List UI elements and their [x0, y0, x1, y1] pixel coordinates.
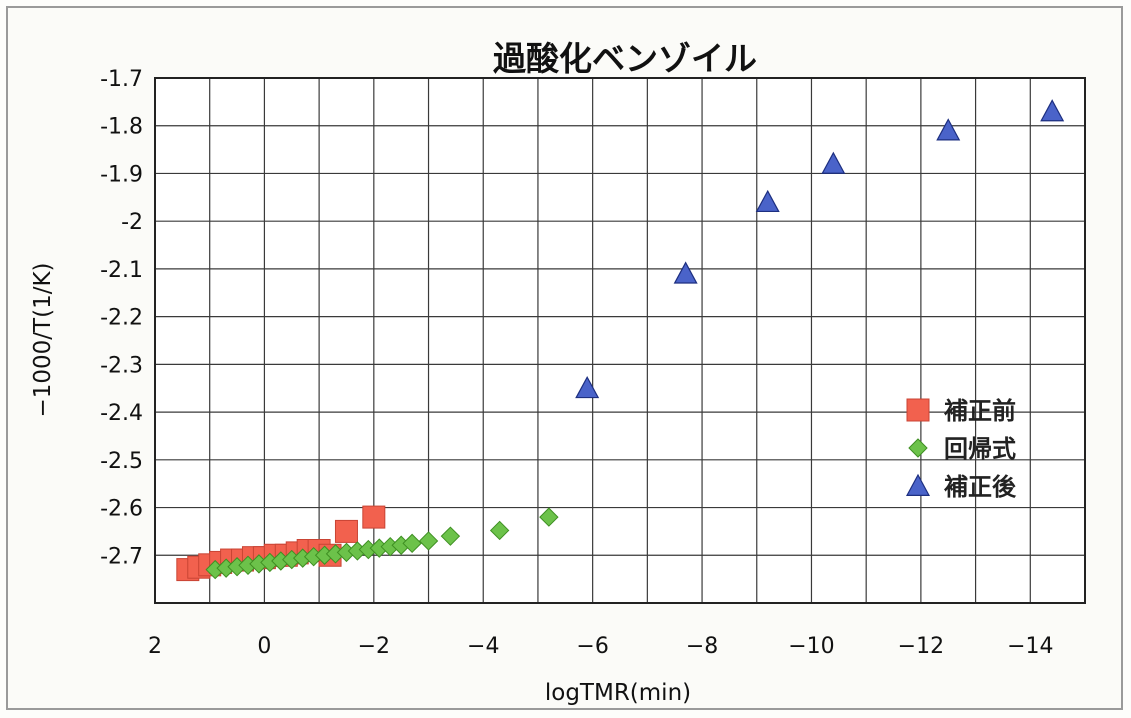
plot-area — [155, 78, 1085, 603]
y-tick-label: -1.8 — [100, 115, 143, 140]
x-tick-label: −10 — [788, 634, 834, 659]
x-axis-label: logTMR(min) — [545, 680, 691, 706]
data-point — [402, 533, 422, 554]
legend-marker — [905, 473, 931, 496]
x-tick-labels: 2 0 −2 −4 −6 −8 −10 −12 −14 — [148, 634, 1054, 659]
y-tick-label: -2.7 — [100, 544, 143, 569]
data-point — [1040, 99, 1065, 122]
data-point — [821, 151, 846, 174]
y-tick-label: -1.7 — [100, 67, 143, 92]
y-tick-label: -2.6 — [100, 497, 143, 522]
x-tick-label: −14 — [1007, 634, 1053, 659]
x-tick-label: 2 — [148, 634, 162, 659]
y-tick-labels: -1.7 -1.8 -1.9 -2 -2.1 -2.2 -2.3 -2.4 -2.5 -2.6 -2… — [100, 67, 143, 569]
x-tick-label: −6 — [576, 634, 608, 659]
data-point — [673, 261, 698, 284]
data-point — [539, 507, 559, 527]
data-point — [575, 375, 600, 399]
data-point — [755, 189, 780, 213]
data-point — [362, 505, 386, 529]
x-tick-label: −4 — [467, 634, 499, 659]
x-tick-label: 0 — [257, 634, 271, 659]
y-axis-label: −1000/T(1/K) — [30, 262, 56, 417]
x-tick-label: −2 — [358, 634, 390, 659]
x-tick-label: −8 — [686, 634, 718, 659]
data-point — [334, 519, 358, 543]
y-tick-label: -2.4 — [100, 401, 143, 426]
legend-marker — [906, 398, 930, 422]
y-tick-label: -1.9 — [100, 162, 143, 187]
y-tick-label: -2.3 — [100, 353, 143, 378]
data-point — [418, 531, 439, 551]
legend-label: 補正後 — [943, 473, 1017, 501]
y-tick-label: -2 — [121, 210, 143, 235]
legend-label: 補正前 — [943, 397, 1016, 425]
y-tick-label: -2.5 — [100, 449, 143, 474]
plot-border — [154, 77, 1086, 604]
y-tick-label: -2.2 — [100, 306, 143, 331]
legend-label: 回帰式 — [944, 435, 1016, 463]
data-point — [489, 520, 510, 541]
data-points — [176, 99, 1065, 582]
data-point — [440, 526, 461, 546]
y-tick-label: -2.1 — [100, 258, 143, 283]
x-tick-label: −12 — [898, 634, 944, 659]
legend-marker — [908, 438, 928, 458]
chart-title: 過酸化ベンゾイル — [493, 39, 757, 78]
data-point — [936, 118, 961, 141]
